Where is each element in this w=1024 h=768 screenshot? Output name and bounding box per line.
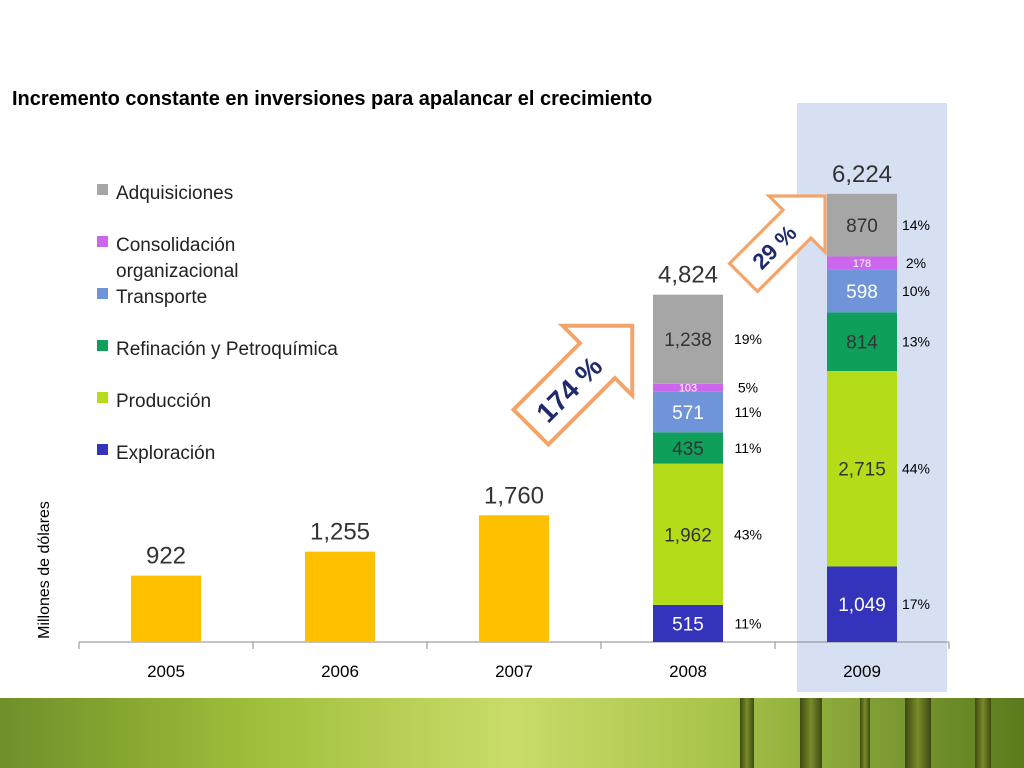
segment-label: 571 xyxy=(672,403,704,424)
footer-trunk xyxy=(800,698,822,768)
segment-label: 515 xyxy=(672,614,704,635)
footer-trunk xyxy=(740,698,754,768)
bar-segment xyxy=(827,370,897,567)
footer-trunk xyxy=(860,698,870,768)
legend-label: Refinación y Petroquímica xyxy=(116,339,338,360)
bar-segment xyxy=(653,294,723,384)
segment-label: 103 xyxy=(679,383,697,395)
legend-swatch xyxy=(97,444,108,455)
segment-percent-label: 14% xyxy=(902,217,930,233)
legend-swatch xyxy=(97,340,108,351)
segment-percent-label: 11% xyxy=(735,440,762,456)
bar-total-label: 1,255 xyxy=(310,519,370,546)
legend-swatch xyxy=(97,288,108,299)
segment-label: 1,049 xyxy=(838,595,886,616)
footer-trunk xyxy=(975,698,991,768)
segment-percent-label: 11% xyxy=(735,615,762,631)
segment-percent-label: 17% xyxy=(902,596,930,612)
bar-total-label: 1,760 xyxy=(484,482,544,509)
investment-chart: 2005 2006 2007 2008 2009 Millones de dólares 9… xyxy=(36,103,950,692)
legend-swatch xyxy=(97,184,108,195)
x-tick-label: 2005 xyxy=(147,662,185,681)
legend-swatch xyxy=(97,392,108,403)
x-tick-label: 2006 xyxy=(321,662,359,681)
x-tick-label: 2007 xyxy=(495,662,533,681)
segment-percent-label: 43% xyxy=(734,526,762,542)
segment-percent-label: 11% xyxy=(735,404,762,420)
legend-swatch xyxy=(97,236,108,247)
bar xyxy=(479,515,549,642)
bar-segment xyxy=(827,312,897,371)
segment-percent-label: 44% xyxy=(902,461,930,477)
segment-label: 178 xyxy=(853,258,871,270)
footer-trunk xyxy=(905,698,931,768)
slide-title: Incremento constante en inversiones para… xyxy=(12,88,653,110)
bar xyxy=(131,575,201,642)
bar xyxy=(305,551,375,642)
bar-segment xyxy=(827,566,897,642)
x-tick-label: 2009 xyxy=(843,662,881,681)
segment-percent-label: 19% xyxy=(734,331,762,347)
bar-total-label: 922 xyxy=(146,543,186,570)
x-tick-label: 2008 xyxy=(669,662,707,681)
bar-segment xyxy=(653,463,723,605)
bar-segment xyxy=(827,269,897,313)
segment-label: 1,962 xyxy=(664,525,712,546)
segment-label: 814 xyxy=(846,333,878,354)
growth-arrow-2008: 174 % xyxy=(510,323,635,448)
segment-percent-label: 5% xyxy=(738,380,758,396)
segment-label: 2,715 xyxy=(838,460,886,481)
legend-label: Transporte xyxy=(116,287,207,308)
bar-segment xyxy=(653,604,723,642)
footer-decoration xyxy=(0,698,1024,768)
legend-label: Consolidación organizacional xyxy=(116,235,239,282)
legend-label: Producción xyxy=(116,391,211,412)
bar-segment xyxy=(827,193,897,257)
bar-total-label: 6,224 xyxy=(832,161,892,188)
segment-label: 870 xyxy=(846,216,878,237)
segment-percent-label: 2% xyxy=(906,255,926,271)
segment-label: 598 xyxy=(846,282,878,303)
arrow-shape xyxy=(510,323,635,448)
bar-segment xyxy=(827,256,897,270)
legend-label: Exploración xyxy=(116,443,215,464)
segment-label: 435 xyxy=(672,439,704,460)
bar-segment xyxy=(653,391,723,433)
bar-total-label: 4,824 xyxy=(658,262,718,289)
arrow-shape xyxy=(727,194,827,294)
y-axis-label: Millones de dólares xyxy=(36,501,53,639)
segment-percent-label: 10% xyxy=(902,283,930,299)
bar-segment xyxy=(653,383,723,392)
bar-segment xyxy=(653,432,723,464)
legend-label: Adquisiciones xyxy=(116,183,233,204)
segment-label: 1,238 xyxy=(664,330,712,351)
segment-percent-label: 13% xyxy=(902,334,930,350)
